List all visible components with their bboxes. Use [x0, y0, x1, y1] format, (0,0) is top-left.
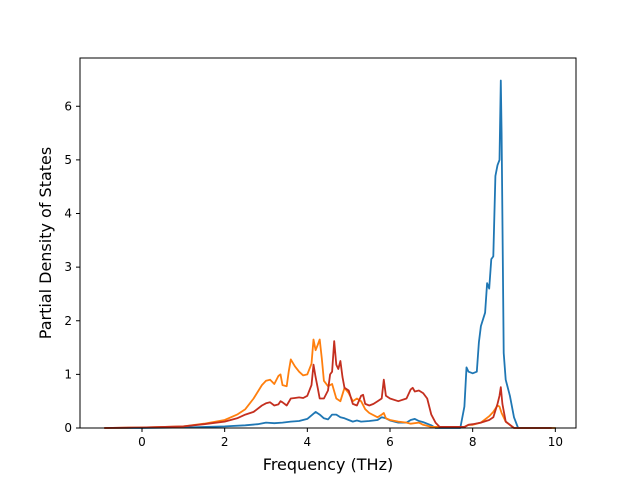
series-layer: [103, 79, 557, 429]
y-axis: 0 1 2 3 4 5 6: [64, 99, 80, 435]
y-axis-label: Partial Density of States: [36, 147, 55, 339]
y-tick-label: 4: [64, 207, 72, 221]
x-tick-label: 6: [386, 435, 394, 449]
x-tick-label: 8: [469, 435, 477, 449]
y-tick-label: 2: [64, 314, 72, 328]
y-tick-label: 3: [64, 260, 72, 274]
series-line-3: [103, 340, 553, 429]
x-axis: 0 2 4 6 8 10: [138, 428, 563, 449]
y-tick-label: 1: [64, 367, 72, 381]
x-tick-label: 10: [548, 435, 563, 449]
x-axis-label: Frequency (THz): [263, 455, 393, 474]
x-tick-label: 4: [304, 435, 312, 449]
y-tick-label: 5: [64, 153, 72, 167]
x-tick-label: 2: [221, 435, 229, 449]
y-tick-label: 0: [64, 421, 72, 435]
plot-frame: [79, 57, 577, 429]
x-tick-label: 0: [138, 435, 146, 449]
y-tick-label: 6: [64, 99, 72, 113]
